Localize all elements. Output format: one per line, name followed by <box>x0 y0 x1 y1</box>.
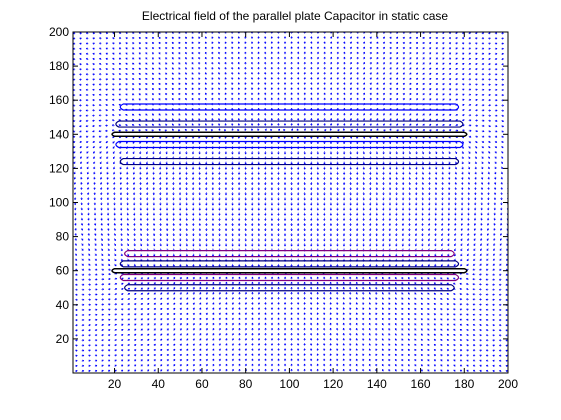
capacitor-plate-bottom <box>111 267 468 274</box>
x-tick-label: 180 <box>454 377 474 391</box>
contour-line-7 <box>124 284 455 292</box>
x-tick-label: 60 <box>195 377 209 391</box>
y-tick-label: 40 <box>56 298 70 312</box>
contour-line-1 <box>115 120 464 128</box>
x-tick-label: 140 <box>367 377 387 391</box>
y-tick-label: 180 <box>49 59 69 73</box>
y-tick-label: 160 <box>49 93 69 107</box>
contour-line-5 <box>119 260 460 268</box>
capacitor-plates <box>111 131 468 274</box>
contour-line-6 <box>119 273 460 282</box>
y-tick-label: 140 <box>49 127 69 141</box>
y-tick-label: 60 <box>56 264 70 278</box>
x-tick-label: 200 <box>498 377 518 391</box>
x-tick-label: 20 <box>108 377 122 391</box>
y-tick-label: 100 <box>49 196 69 210</box>
contour-line-0 <box>119 103 460 111</box>
x-tick-label: 80 <box>239 377 253 391</box>
contour-line-3 <box>119 157 460 166</box>
equipotential-contours <box>115 103 464 292</box>
y-tick-label: 80 <box>56 230 70 244</box>
contour-line-2 <box>115 140 464 149</box>
chart-title: Electrical field of the parallel plate C… <box>142 9 448 23</box>
x-tick-label: 160 <box>411 377 431 391</box>
axes-background <box>73 32 508 373</box>
y-tick-label: 200 <box>49 25 69 39</box>
axis-ticks: 20 40 60 80 100 120 140 160 180 200 20 40 60 80 100 120… <box>49 25 518 391</box>
y-tick-label: 120 <box>49 161 69 175</box>
plot-area <box>73 32 508 373</box>
x-tick-label: 100 <box>279 377 299 391</box>
contour-line-4 <box>124 250 455 258</box>
x-tick-label: 40 <box>152 377 166 391</box>
y-tick-label: 20 <box>56 332 70 346</box>
capacitor-plate-top <box>111 131 468 138</box>
x-tick-label: 120 <box>323 377 343 391</box>
